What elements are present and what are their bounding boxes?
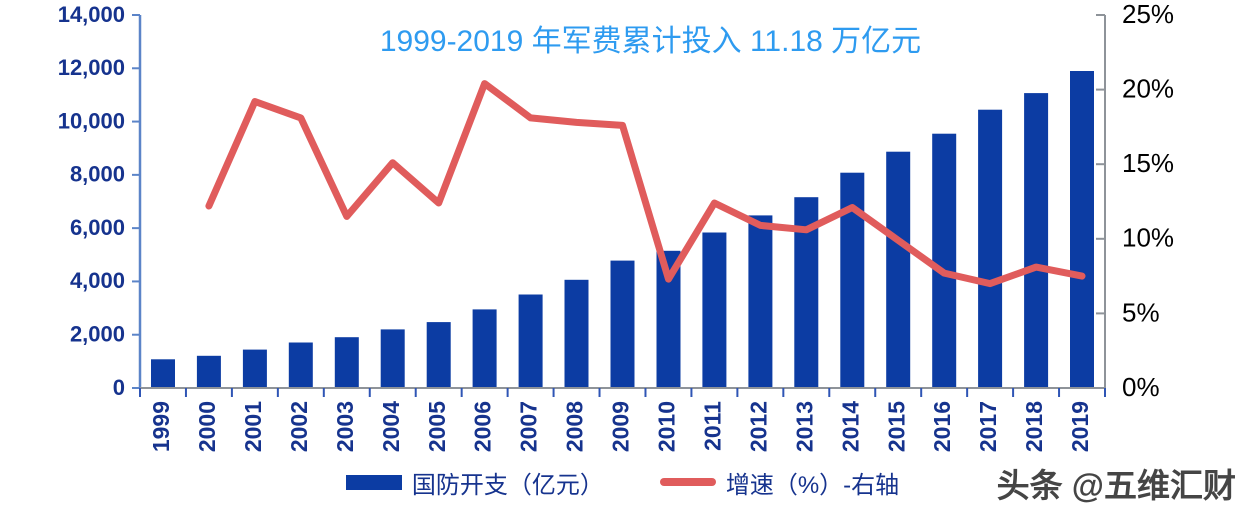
x-axis-label: 2018 <box>1021 401 1047 452</box>
right-axis-label: 15% <box>1122 148 1174 178</box>
x-axis-label: 2016 <box>929 401 955 452</box>
bar-2017 <box>978 109 1003 388</box>
x-axis-label: 2007 <box>516 401 542 452</box>
watermark: 头条 @五维汇财 <box>996 467 1236 504</box>
bar-2002 <box>288 342 313 388</box>
x-axis-label: 2001 <box>240 401 266 452</box>
x-axis-label: 2004 <box>378 401 404 452</box>
bar-2019 <box>1070 71 1094 388</box>
chart-title: 1999-2019 年军费累计投入 11.18 万亿元 <box>379 25 922 58</box>
x-axis-label: 2014 <box>837 401 863 452</box>
left-axis-label: 10,000 <box>58 108 125 133</box>
right-axis-label: 10% <box>1122 223 1174 253</box>
left-axis-label: 4,000 <box>70 268 125 293</box>
bar-2006 <box>472 309 497 388</box>
growth-rate-line <box>205 80 1086 288</box>
bar-2000 <box>196 355 221 388</box>
x-axis-label: 2000 <box>194 401 220 452</box>
x-axis-label: 2011 <box>699 401 725 451</box>
bar-2011 <box>702 232 727 388</box>
bar-series-swatch <box>345 474 402 490</box>
bar-2016 <box>932 133 957 388</box>
x-axis-label: 2006 <box>470 401 496 452</box>
bar-2015 <box>886 151 911 388</box>
left-axis-label: 8,000 <box>70 162 125 187</box>
x-axis-label: 2003 <box>332 401 358 452</box>
bar-2003 <box>334 337 359 388</box>
x-axis-label: 2015 <box>883 401 909 452</box>
legend-item-growth-rate: 增速（%）-右轴 <box>659 465 900 500</box>
left-axis-label: 6,000 <box>70 215 125 240</box>
x-axis-label: 2013 <box>791 401 817 452</box>
legend-label-growth-rate: 增速（%）-右轴 <box>725 471 900 499</box>
legend-item-defense-spending: 国防开支（亿元） <box>345 465 604 500</box>
bar-2009 <box>610 260 635 388</box>
bar-1999 <box>151 359 175 388</box>
x-axis-label: 2017 <box>975 401 1001 452</box>
x-axis-label: 2009 <box>608 401 634 452</box>
legend: 国防开支（亿元） 增速（%）-右轴 <box>140 464 1105 500</box>
bar-2007 <box>518 294 543 388</box>
bar-2004 <box>380 329 405 388</box>
left-axis-label: 0 <box>113 375 125 400</box>
line-series-swatch <box>659 478 716 486</box>
bar-2018 <box>1024 93 1049 388</box>
x-axis-label: 2005 <box>424 401 450 452</box>
right-axis-label: 20% <box>1122 73 1174 103</box>
x-axis-label: 1999 <box>148 401 174 452</box>
x-axis-label: 2019 <box>1067 401 1093 452</box>
x-axis-label: 2012 <box>745 401 771 452</box>
bar-2005 <box>426 322 451 388</box>
left-axis-label: 2,000 <box>70 322 125 347</box>
bar-2008 <box>564 279 589 388</box>
bar-2001 <box>242 349 267 388</box>
left-axis-label: 12,000 <box>58 55 125 80</box>
x-axis-label: 2010 <box>654 401 680 452</box>
x-axis-label: 2002 <box>286 401 312 452</box>
legend-label-defense-spending: 国防开支（亿元） <box>411 471 604 499</box>
x-axis-label: 2008 <box>562 401 588 452</box>
right-axis-label: 25% <box>1122 0 1174 29</box>
right-axis-label: 5% <box>1122 297 1160 327</box>
bar-2012 <box>748 215 773 388</box>
left-axis-label: 14,000 <box>58 2 125 27</box>
right-axis-label: 0% <box>1122 372 1160 402</box>
